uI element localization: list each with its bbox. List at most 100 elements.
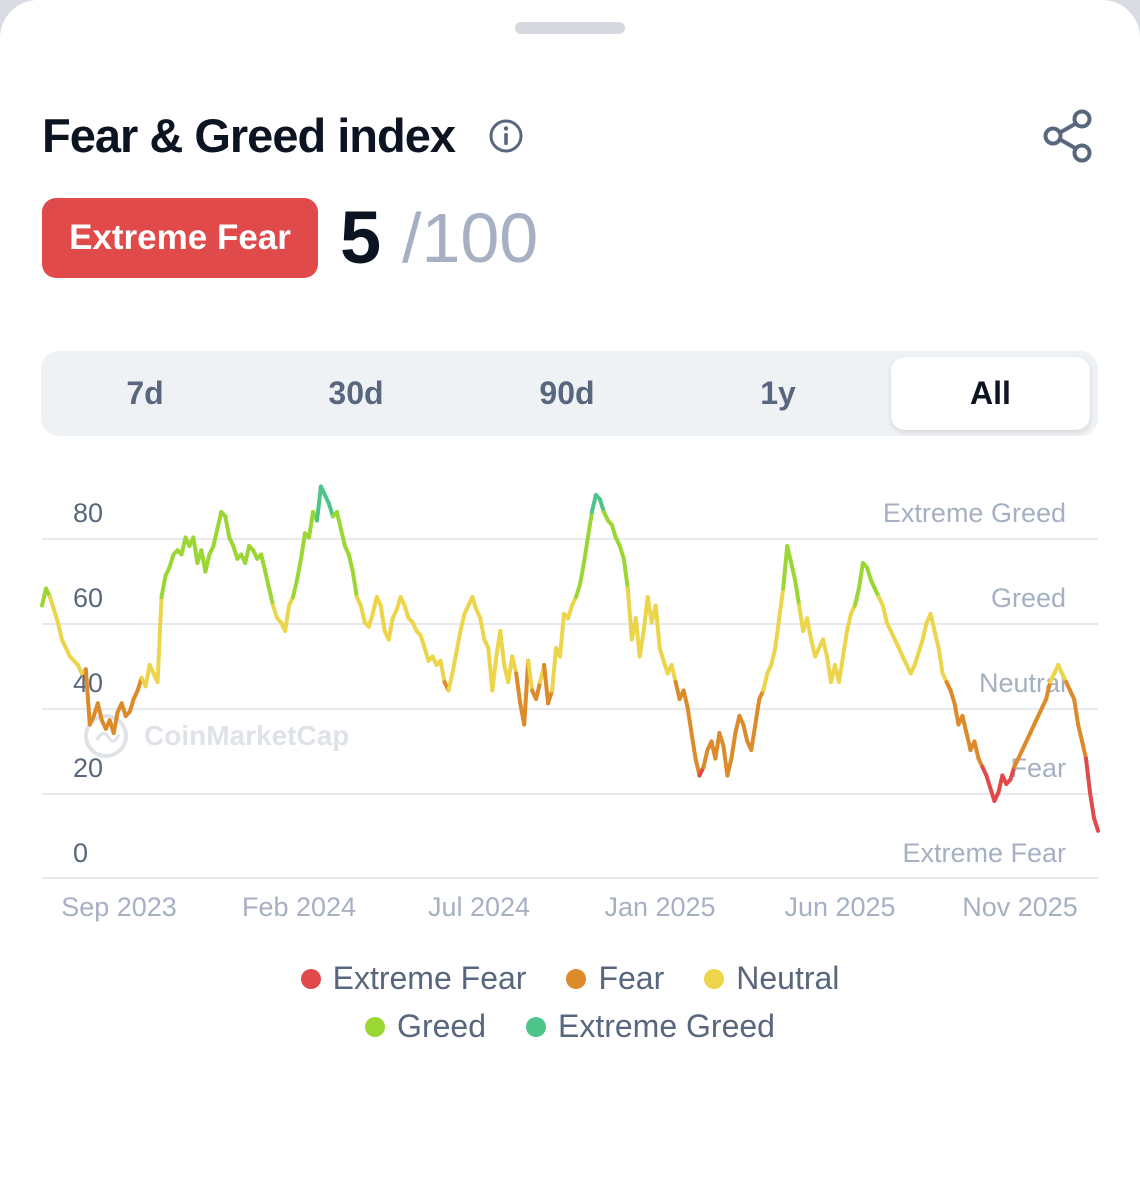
x-tick-label: Jun 2025 [784,892,895,922]
line-segment [526,658,535,693]
legend-item[interactable]: Fear [566,960,664,997]
sheet-drag-handle[interactable] [515,22,625,34]
line-segment [283,603,292,633]
line-segment [805,616,814,642]
line-segment [458,612,467,633]
line-segment [753,697,762,727]
line-segment [637,629,646,659]
line-segment [48,595,56,612]
line-segment [952,701,961,727]
line-segment [777,586,786,621]
line-segment [215,510,224,531]
line-segment [574,582,582,599]
line-segment [669,663,678,684]
index-line [40,484,1100,833]
line-segment [402,603,411,621]
line-segment [781,544,790,591]
line-segment [55,620,64,642]
x-axis-labels: Sep 2023 Feb 2024 Jul 2024 Jan 2025 Jun 2025… [61,892,1078,922]
x-tick-label: Sep 2023 [61,892,177,922]
line-segment [578,561,586,587]
line-segment [880,603,889,625]
line-segment [243,544,252,565]
line-segment [127,697,136,714]
score-value: 5 [340,196,382,279]
x-tick-label: Nov 2025 [962,892,1078,922]
line-segment [438,658,447,684]
line-segment [446,671,455,693]
line-segment [653,603,662,650]
tab-30d[interactable]: 30d [328,375,384,411]
x-tick-label: Feb 2024 [242,892,356,922]
line-segment [211,527,220,548]
line-segment [936,646,945,676]
line-segment [681,688,690,710]
line-segment [52,607,60,625]
legend-label: Extreme Fear [332,960,527,996]
line-segment [617,544,626,561]
line-segment [916,637,925,655]
line-segment [490,654,499,693]
line-segment [1080,739,1088,761]
line-segment [143,663,152,689]
line-segment [845,612,853,633]
line-segment [338,527,347,548]
legend-dot [525,1016,546,1037]
tab-1y[interactable]: 1y [760,375,796,411]
line-segment [597,497,606,514]
legend-row-2: Greed Extreme Greed [0,1008,1140,1045]
line-segment [155,595,164,684]
info-icon[interactable] [488,118,524,154]
line-segment [821,637,829,659]
fear-greed-chart: CoinMarketCap 806040200 Extreme GreedGre… [40,484,1100,922]
tab-all[interactable]: All [891,357,1090,430]
legend-label: Fear [598,960,665,996]
x-tick-label: Jul 2024 [428,892,530,922]
line-segment [558,612,566,659]
line-segment [761,671,770,693]
legend-item[interactable]: Neutral [704,960,839,997]
line-segment [307,510,315,540]
share-icon[interactable] [1040,108,1096,164]
legend-label: Greed [397,1008,486,1044]
line-segment [657,646,666,663]
watermark-logo [95,732,121,743]
line-segment [550,646,559,693]
legend-item[interactable]: Extreme Fear [300,960,527,997]
line-segment [366,612,375,629]
line-segment [609,522,618,540]
line-segment [928,612,937,633]
line-segment [478,616,487,642]
line-segment [585,510,594,540]
legend-item[interactable]: Extreme Greed [525,1008,775,1045]
line-segment [522,658,531,727]
tab-90d[interactable]: 90d [539,375,595,411]
line-segment [837,654,845,684]
line-segment [932,629,941,650]
legend-dot [300,968,321,989]
line-segment [841,629,849,659]
y-tick-label: 80 [73,498,103,528]
line-segment [159,573,168,599]
legend-item[interactable]: Greed [365,1008,486,1045]
line-segment [864,565,873,582]
line-segment [267,586,276,608]
line-segment [852,586,861,608]
time-range-tabs: 7d 30d 90d 1y All [41,351,1098,436]
line-segment [358,603,367,625]
line-segment [749,722,758,752]
legend-dot [566,968,587,989]
line-segment [259,552,268,574]
line-segment [167,552,176,570]
legend-dot [704,968,725,989]
line-segment [621,556,630,591]
line-segment [589,493,598,514]
line-segment [263,569,272,591]
line-segment [291,578,299,599]
line-segment [295,556,303,582]
tab-7d[interactable]: 7d [126,375,164,411]
zone-label: Greed [991,583,1066,613]
x-tick-label: Jan 2025 [604,892,715,922]
